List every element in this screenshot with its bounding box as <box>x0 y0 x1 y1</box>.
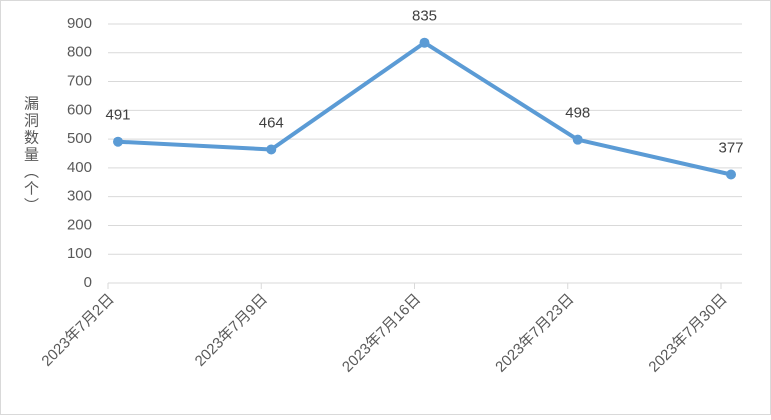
y-tick-label: 300 <box>67 188 92 205</box>
data-label: 377 <box>718 139 743 156</box>
data-label: 491 <box>105 107 130 124</box>
y-tick-label: 500 <box>67 130 92 147</box>
data-label: 498 <box>565 105 590 122</box>
data-label: 835 <box>412 8 437 25</box>
marker <box>113 136 123 147</box>
y-tick-label: 900 <box>67 15 92 32</box>
y-tick-label: 200 <box>67 216 92 233</box>
marker <box>726 169 736 180</box>
y-axis-label: 漏洞数量（个） <box>22 96 39 215</box>
marker <box>266 144 277 155</box>
y-tick-label: 400 <box>67 159 92 176</box>
data-label: 464 <box>259 114 284 131</box>
y-tick-label: 600 <box>67 101 92 118</box>
y-tick-label: 100 <box>67 245 92 262</box>
y-tick-label: 800 <box>67 44 92 61</box>
marker <box>572 134 583 145</box>
marker <box>419 37 430 48</box>
y-tick-label: 0 <box>84 274 92 291</box>
y-tick-label: 700 <box>67 73 92 90</box>
